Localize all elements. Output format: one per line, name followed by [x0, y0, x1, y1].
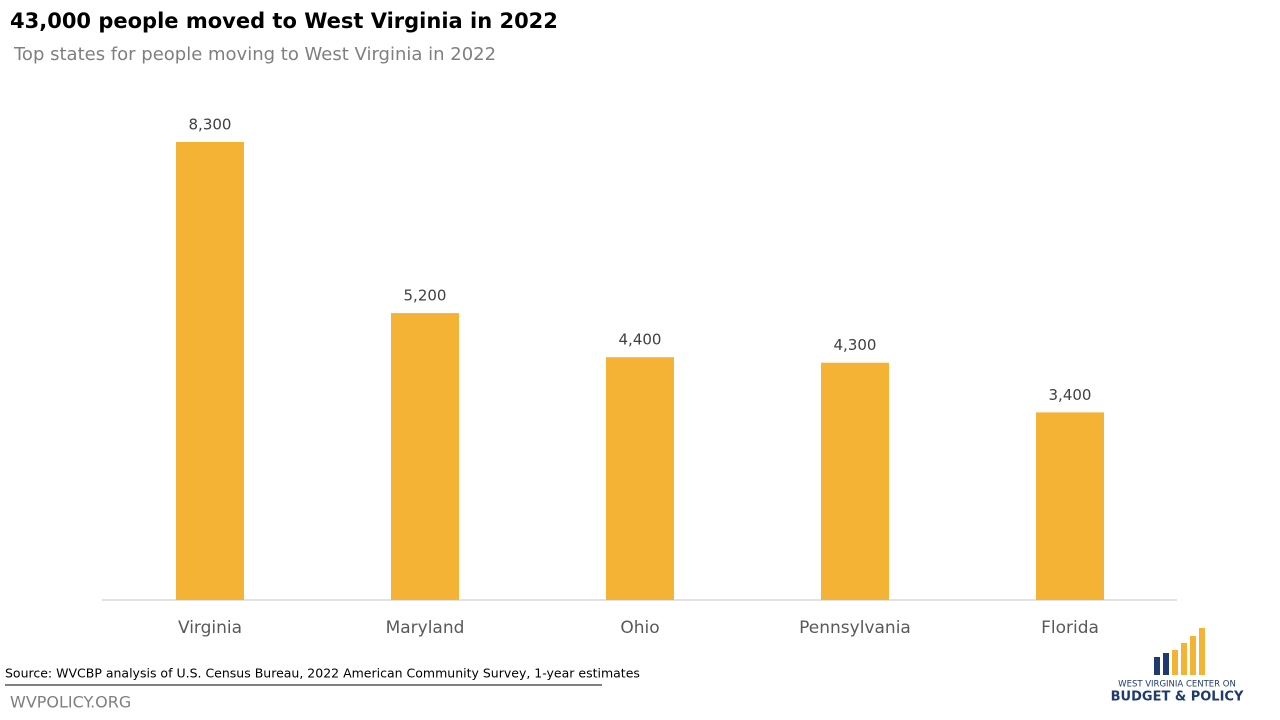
logo-bar [1172, 650, 1178, 675]
value-label: 4,400 [619, 331, 662, 349]
logo: WEST VIRGINIA CENTER ON BUDGET & POLICY [1111, 628, 1244, 705]
chart-subtitle: Top states for people moving to West Vir… [13, 44, 496, 65]
bar [606, 357, 674, 600]
x-tick-label: Florida [1041, 618, 1099, 638]
logo-bar [1199, 628, 1205, 675]
source-note: Source: WVCBP analysis of U.S. Census Bu… [5, 666, 640, 681]
value-label: 8,300 [189, 116, 232, 134]
logo-line1: WEST VIRGINIA CENTER ON [1118, 680, 1236, 690]
value-label: 3,400 [1049, 386, 1092, 404]
x-tick-label: Ohio [620, 618, 659, 638]
footer-url: WVPOLICY.ORG [10, 693, 131, 712]
x-tick-label: Pennsylvania [799, 618, 911, 638]
bar [176, 142, 244, 600]
logo-bar [1163, 653, 1169, 675]
bar [821, 362, 889, 600]
bar [391, 313, 459, 600]
value-label: 4,300 [834, 336, 877, 354]
logo-bar [1154, 657, 1160, 675]
logo-bar [1181, 643, 1187, 675]
bar [1036, 412, 1104, 600]
x-tick-label: Maryland [386, 618, 465, 638]
logo-bar [1190, 636, 1196, 675]
x-tick-label: Virginia [178, 618, 242, 638]
value-label: 5,200 [404, 287, 447, 305]
logo-line2: BUDGET & POLICY [1111, 690, 1244, 705]
chart-title: 43,000 people moved to West Virginia in … [10, 9, 558, 33]
